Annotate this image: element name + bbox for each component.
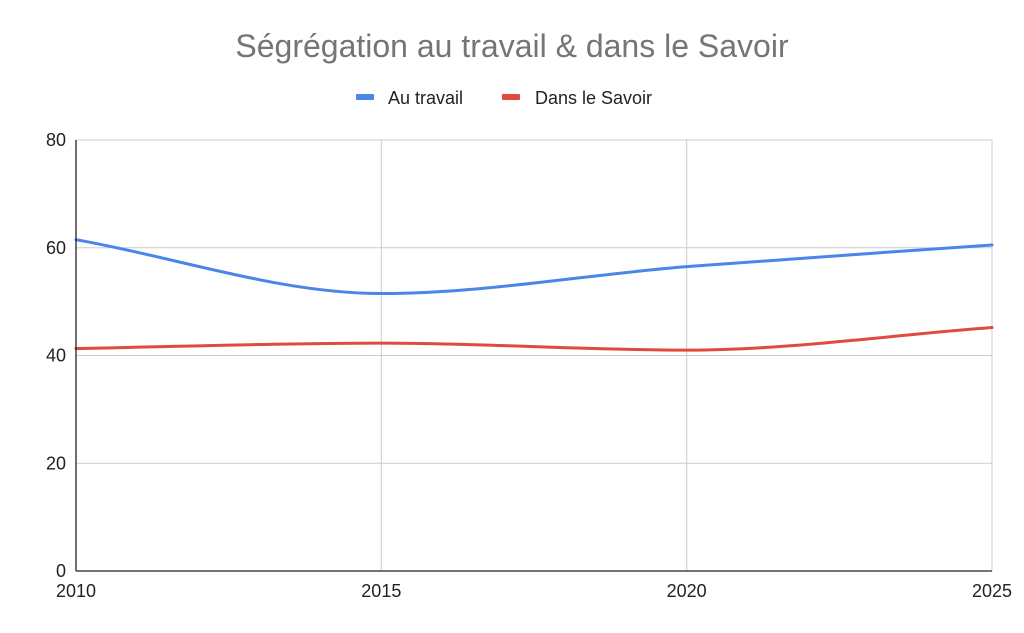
legend: Au travail Dans le Savoir	[356, 88, 652, 108]
x-tick-label: 2010	[56, 581, 96, 601]
y-tick-label: 40	[46, 346, 66, 366]
legend-label-au-travail: Au travail	[388, 88, 463, 108]
y-tick-label: 20	[46, 453, 66, 473]
series-line-au-travail	[74, 238, 994, 296]
chart-title: Ségrégation au travail & dans le Savoir	[235, 28, 789, 64]
y-tick-label: 60	[46, 238, 66, 258]
series-line-dans-le-savoir	[74, 325, 994, 352]
x-axis-ticks: 2010 2015 2020 2025	[56, 581, 1012, 601]
grid	[76, 139, 993, 571]
series-lines	[74, 238, 994, 352]
y-tick-label: 80	[46, 130, 66, 150]
legend-swatch-au-travail	[356, 94, 374, 100]
x-tick-label: 2025	[972, 581, 1012, 601]
legend-swatch-dans-le-savoir	[502, 94, 520, 100]
y-tick-label: 0	[56, 561, 66, 581]
axes	[75, 140, 992, 572]
x-tick-label: 2015	[361, 581, 401, 601]
legend-label-dans-le-savoir: Dans le Savoir	[535, 88, 652, 108]
x-tick-label: 2020	[667, 581, 707, 601]
y-axis-ticks: 0 20 40 60 80	[46, 130, 66, 581]
